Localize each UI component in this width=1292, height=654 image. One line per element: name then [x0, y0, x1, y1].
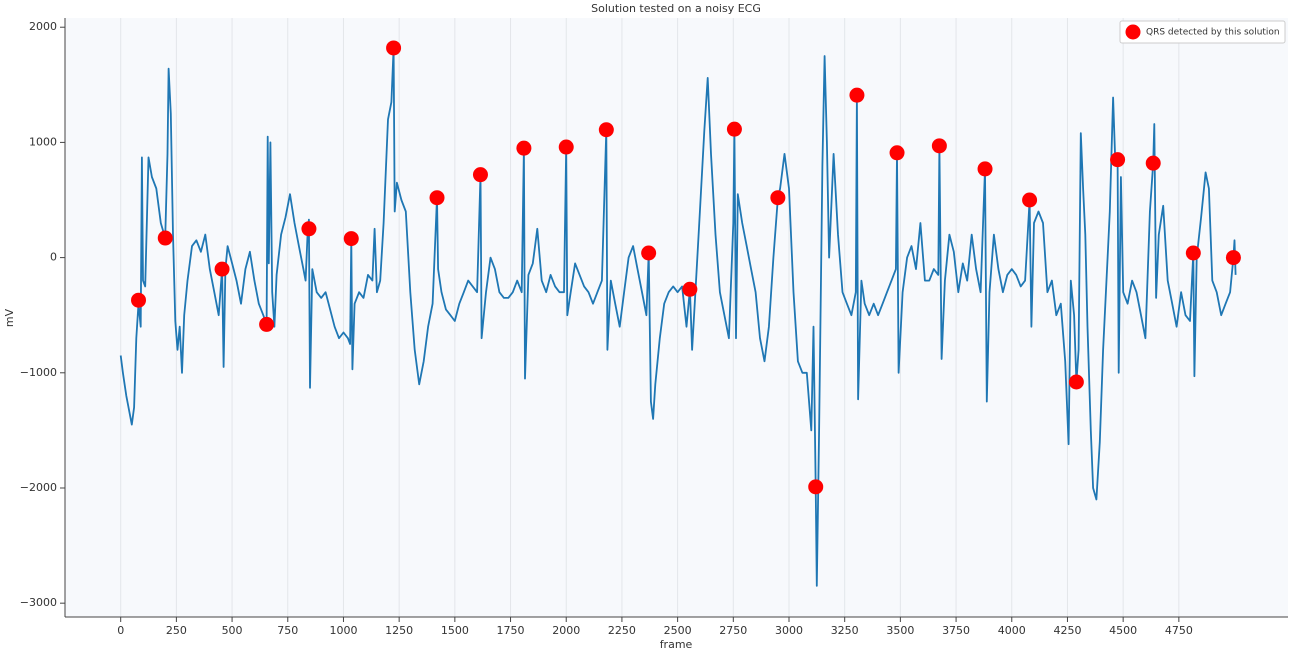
x-tick-label: 4250	[1053, 624, 1081, 637]
qrs-point	[977, 161, 993, 177]
qrs-point	[343, 231, 359, 247]
x-tick-label: 2750	[719, 624, 747, 637]
qrs-point	[770, 190, 786, 206]
x-tick-label: 1500	[441, 624, 469, 637]
qrs-point	[1022, 192, 1038, 208]
x-tick-label: 1000	[329, 624, 357, 637]
qrs-point	[301, 221, 317, 237]
x-tick-label: 4500	[1109, 624, 1137, 637]
qrs-point	[516, 140, 532, 156]
x-tick-label: 2250	[608, 624, 636, 637]
x-tick-label: 0	[117, 624, 124, 637]
x-tick-label: 250	[166, 624, 187, 637]
grid	[120, 18, 1180, 617]
qrs-point	[1068, 374, 1084, 390]
y-tick-label: 1000	[29, 135, 57, 148]
y-tick-label: 2000	[29, 20, 57, 33]
qrs-point	[1225, 250, 1241, 266]
qrs-point	[682, 281, 698, 297]
qrs-point	[558, 139, 574, 155]
x-axis-label: frame	[660, 638, 693, 651]
y-tick-label: −2000	[20, 481, 57, 494]
x-tick-label: 750	[277, 624, 298, 637]
x-tick-label: 2500	[664, 624, 692, 637]
x-tick-label: 3750	[942, 624, 970, 637]
qrs-point	[1145, 155, 1161, 171]
x-tick-label: 1750	[497, 624, 525, 637]
y-tick-label: 0	[50, 251, 57, 264]
x-tick-label: 2000	[552, 624, 580, 637]
qrs-point	[641, 245, 657, 261]
qrs-point	[808, 479, 824, 495]
qrs-point	[889, 145, 905, 161]
qrs-point	[157, 230, 173, 246]
x-tick-label: 3000	[775, 624, 803, 637]
legend-marker	[1125, 24, 1141, 40]
y-tick-label: −3000	[20, 596, 57, 609]
qrs-point	[1110, 152, 1126, 168]
y-axis-label: mV	[3, 308, 16, 327]
qrs-point	[598, 122, 614, 138]
qrs-point	[472, 167, 488, 183]
x-tick-label: 4750	[1165, 624, 1193, 637]
y-tick-label: −1000	[20, 366, 57, 379]
x-tick-label: 1250	[385, 624, 413, 637]
x-tick-label: 3500	[886, 624, 914, 637]
qrs-point	[429, 190, 445, 206]
qrs-point	[386, 40, 402, 56]
signal-line	[119, 47, 1237, 587]
legend-box	[1119, 20, 1286, 44]
qrs-point	[131, 292, 147, 308]
qrs-point	[849, 87, 865, 103]
qrs-point	[259, 316, 275, 332]
legend-label: QRS detected by this solution	[1146, 28, 1280, 38]
qrs-point	[214, 261, 230, 277]
qrs-point	[726, 121, 742, 137]
chart-title: Solution tested on a noisy ECG	[591, 2, 761, 15]
qrs-point	[931, 138, 947, 154]
qrs-point	[1185, 245, 1201, 261]
x-tick-label: 3250	[831, 624, 859, 637]
marks	[119, 40, 1241, 587]
x-tick-label: 4000	[998, 624, 1026, 637]
x-tick-label: 500	[222, 624, 243, 637]
